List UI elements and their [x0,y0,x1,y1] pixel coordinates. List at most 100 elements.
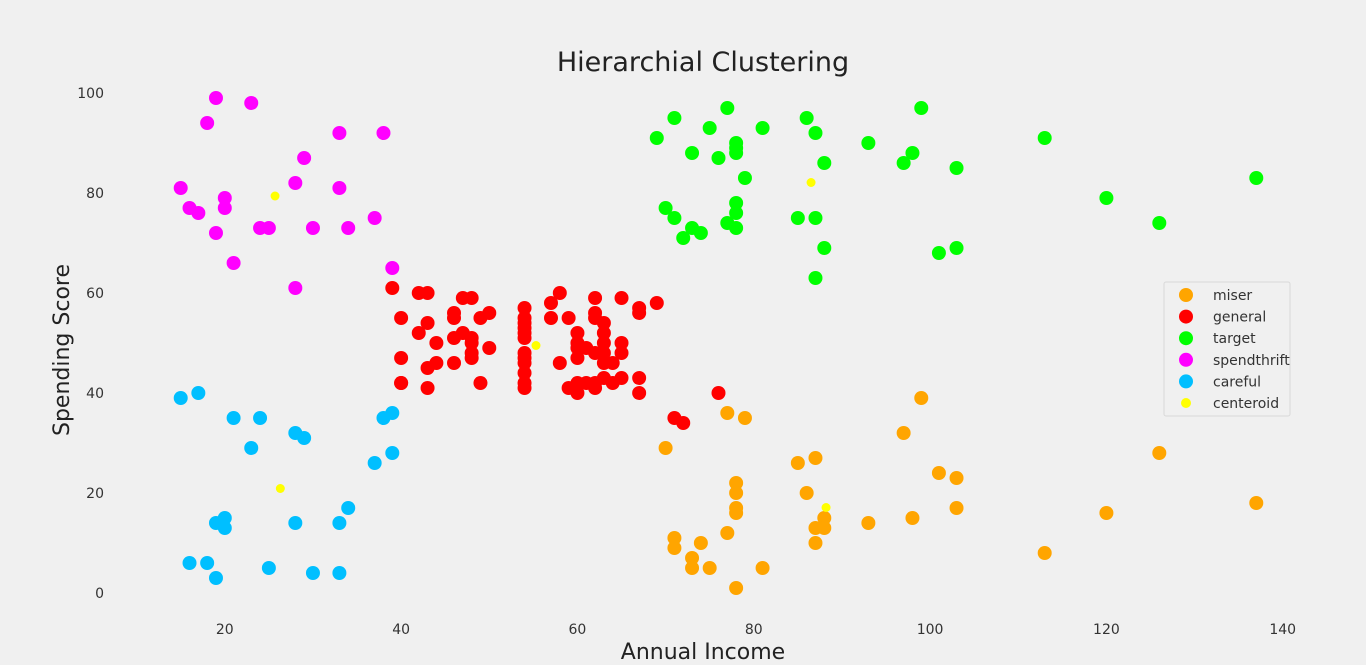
data-point [217,521,232,535]
data-point [517,331,532,345]
centroid-point [806,178,816,187]
data-point [596,326,611,340]
data-point [1152,446,1167,460]
data-point [543,311,558,325]
data-point [693,536,708,550]
data-point [420,316,435,330]
data-point [729,581,744,595]
data-point [208,571,223,585]
x-tick-label: 120 [1093,622,1120,638]
data-point [191,206,206,220]
centroid-point [270,191,280,201]
data-point [394,311,409,325]
data-point [931,246,946,260]
legend-marker [1179,309,1193,324]
data-point [570,326,585,340]
data-point [729,476,744,490]
data-point [693,226,708,240]
legend-label: general [1213,310,1266,326]
data-point [517,301,532,315]
data-point [790,456,805,470]
data-point [1099,191,1114,205]
x-axis-ticks: 20 40 60 80 100 120 140 [216,622,1296,638]
data-point [244,441,259,455]
data-point [385,406,400,420]
data-point [720,526,735,540]
data-point [817,241,832,255]
data-point [949,471,964,485]
legend: miser general target spendthrift careful cent… [1163,281,1291,417]
data-point [394,351,409,365]
data-point [861,516,876,530]
data-point [570,386,585,400]
data-point [676,231,691,245]
centroid-point [531,341,541,350]
legend-marker [1181,398,1191,408]
legend-label: miser [1213,288,1252,304]
data-point [1249,496,1264,510]
data-point [737,411,752,425]
data-point [394,376,409,390]
data-point [588,306,603,320]
series-spendthrift [173,91,400,295]
data-point [729,141,744,155]
data-point [596,316,611,330]
data-point [288,516,303,530]
data-point [649,296,664,310]
x-axis-label: Annual Income [621,640,785,665]
data-point [711,386,726,400]
data-point [217,191,232,205]
data-point [702,561,717,575]
series-general [385,281,726,430]
data-point [552,356,567,370]
x-tick-label: 80 [745,622,763,638]
data-point [543,296,558,310]
y-tick-label: 80 [86,186,104,202]
x-tick-label: 40 [392,622,410,638]
data-point [667,111,682,125]
data-point [332,181,347,195]
data-point [341,501,356,515]
data-point [817,511,832,525]
data-point [517,366,532,380]
data-point [808,211,823,225]
data-point [367,211,382,225]
data-point [420,286,435,300]
data-point [720,101,735,115]
data-point [561,311,576,325]
data-point [200,556,215,570]
y-axis-ticks: 0 20 40 60 80 100 [77,86,104,602]
x-tick-label: 100 [917,622,944,638]
data-point [226,411,241,425]
data-point [517,381,532,395]
x-tick-label: 60 [569,622,587,638]
data-point [861,136,876,150]
data-point [799,111,814,125]
data-point [517,356,532,370]
y-axis-label: Spending Score [50,264,75,436]
data-point [385,446,400,460]
series-centeroid [270,178,831,512]
data-point [517,311,532,325]
data-point [208,91,223,105]
data-point [297,431,312,445]
data-point [808,536,823,550]
data-points [173,91,1264,595]
data-point [949,161,964,175]
data-point [729,221,744,235]
data-point [1099,506,1114,520]
data-point [261,221,276,235]
series-target [649,101,1264,285]
y-tick-label: 0 [95,586,104,602]
data-point [737,171,752,185]
data-point [305,221,320,235]
data-point [226,256,241,270]
data-point [896,426,911,440]
data-point [200,116,215,130]
data-point [473,376,488,390]
y-tick-label: 20 [86,486,104,502]
data-point [729,506,744,520]
x-tick-label: 20 [216,622,234,638]
data-point [720,406,735,420]
